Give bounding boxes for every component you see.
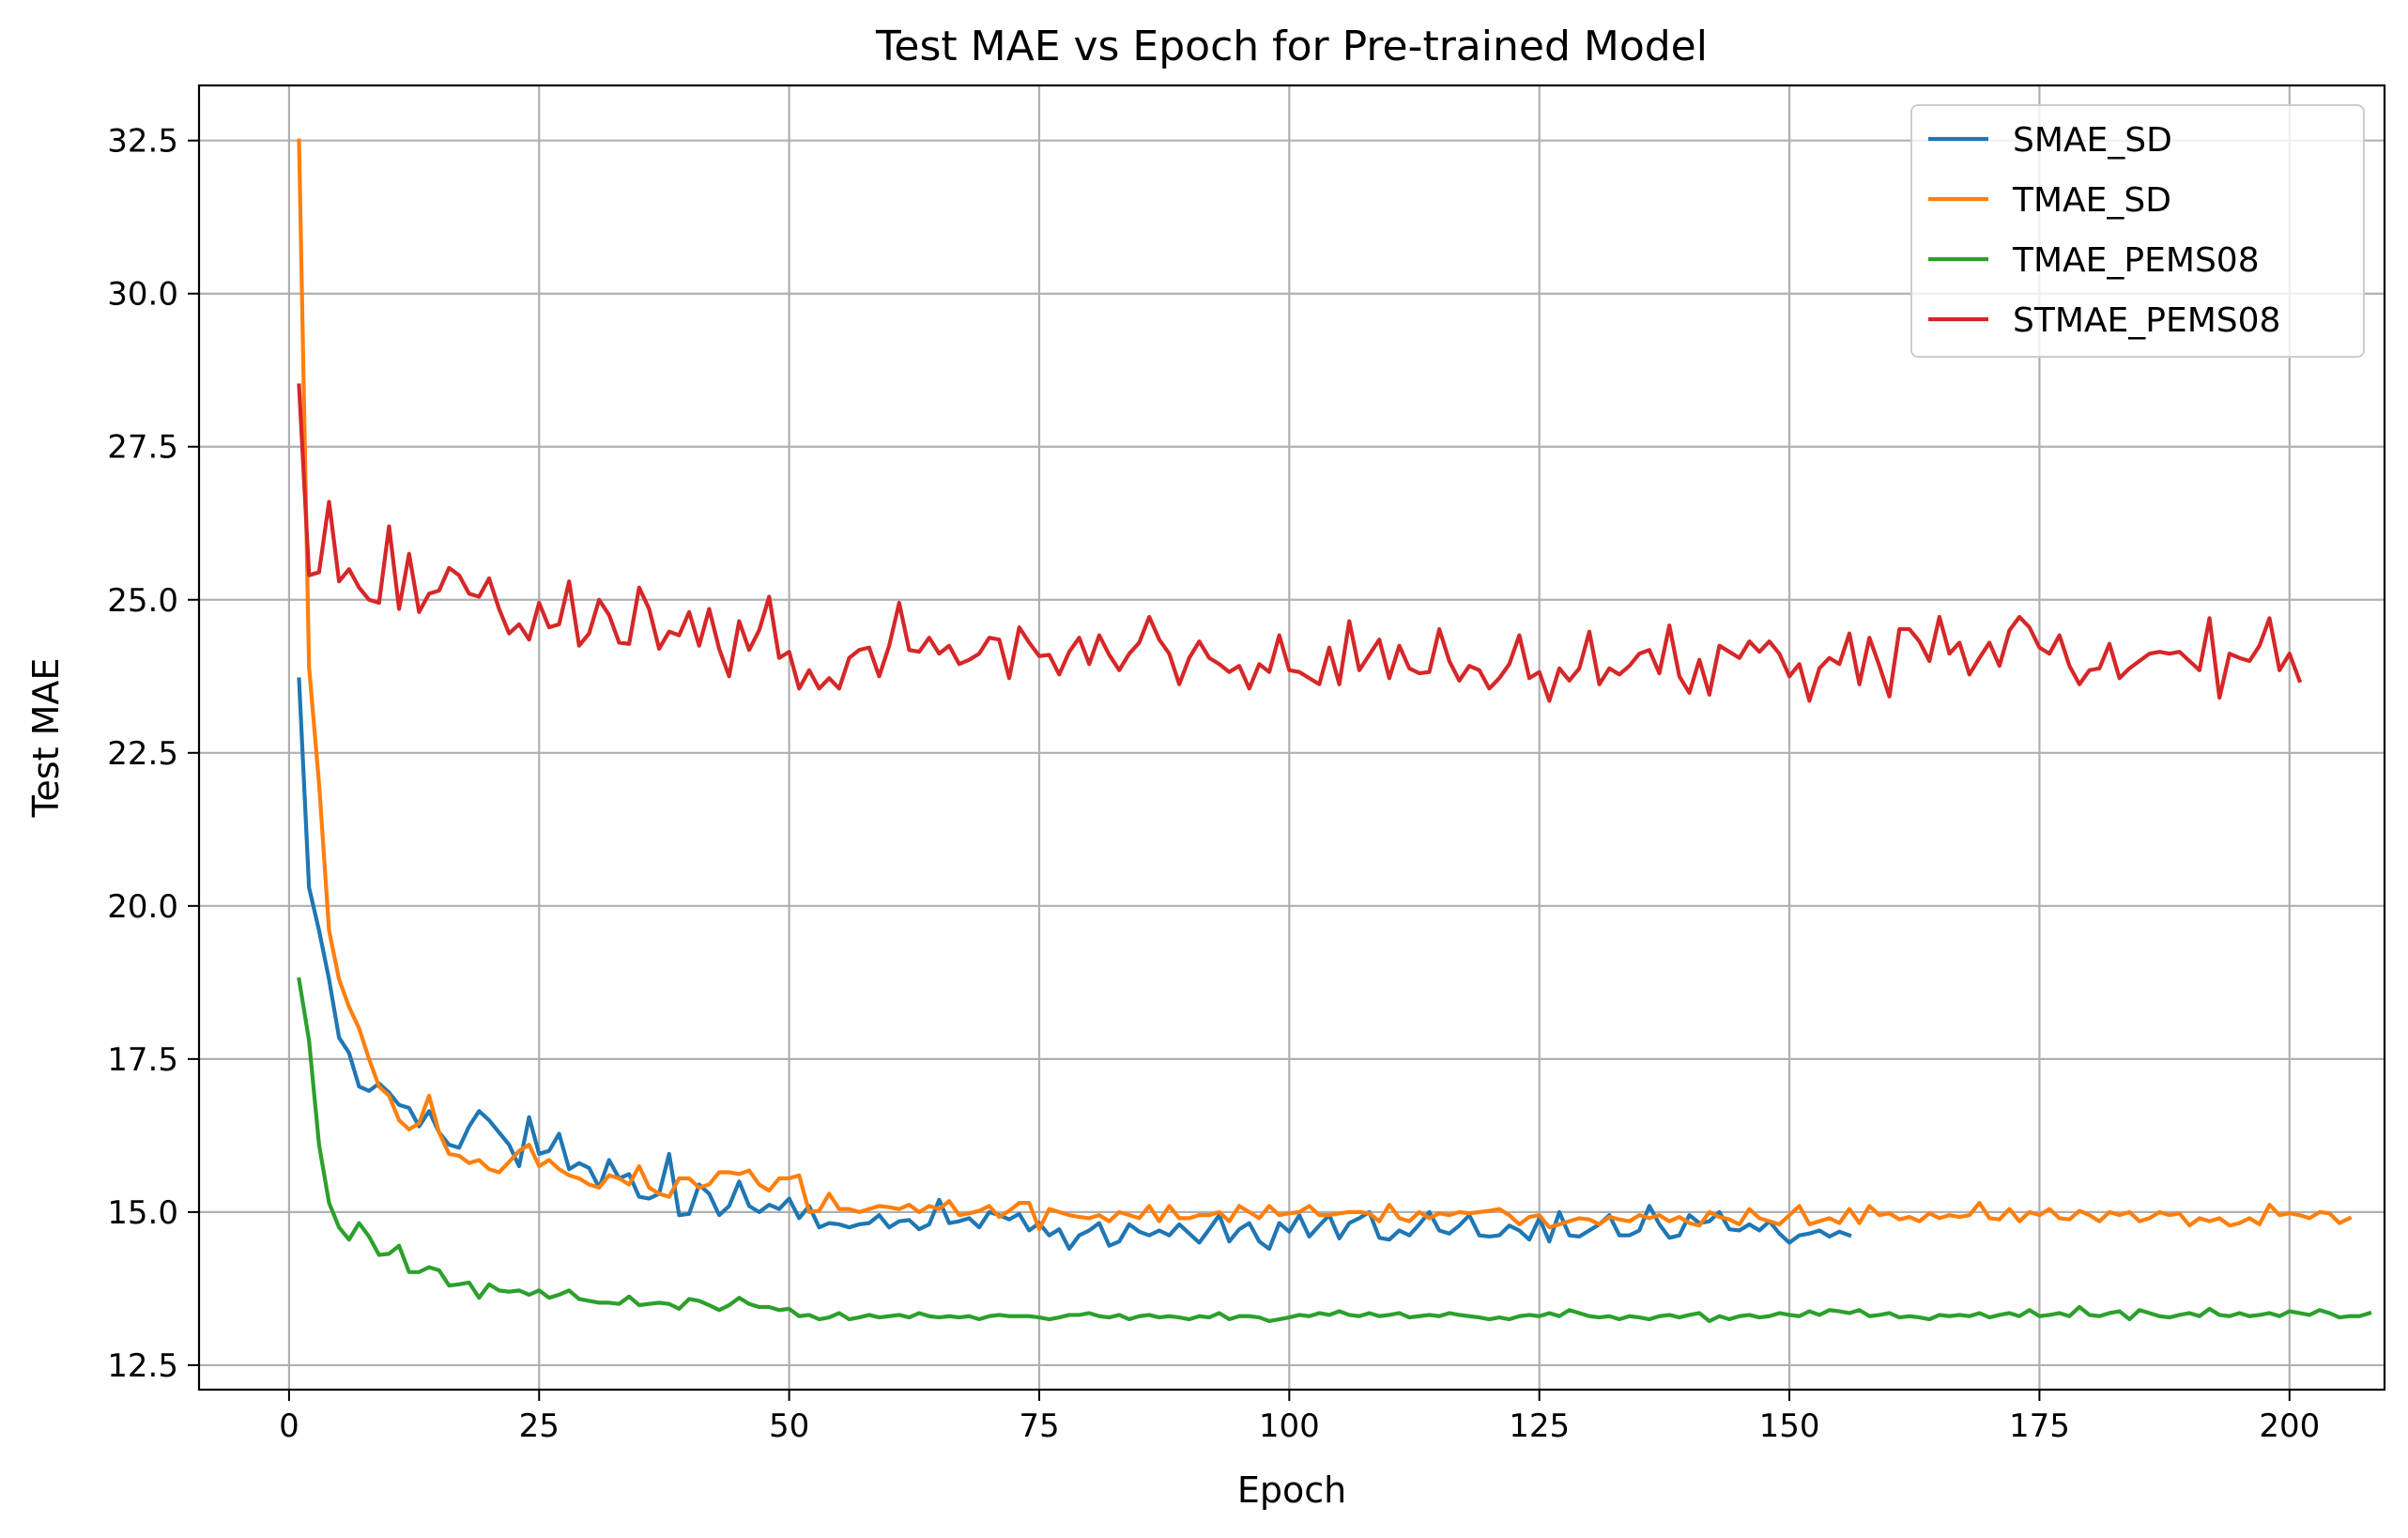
x-axis-label: Epoch bbox=[1237, 1469, 1346, 1511]
y-tick-label: 32.5 bbox=[107, 123, 178, 161]
series-line-smae-sd bbox=[297, 677, 1852, 1252]
legend-label: TMAE_SD bbox=[2012, 181, 2171, 220]
x-tick-label: 125 bbox=[1509, 1407, 1570, 1445]
legend-box bbox=[1910, 104, 2365, 358]
x-tick-label: 175 bbox=[2009, 1407, 2070, 1445]
y-tick-label: 22.5 bbox=[107, 735, 178, 773]
series-line-stmae-pems08 bbox=[297, 383, 2303, 703]
series-line-tmae-sd bbox=[297, 138, 2353, 1232]
x-tick-label: 75 bbox=[1019, 1407, 1059, 1445]
series-layer bbox=[297, 138, 2372, 1324]
legend-label: TMAE_PEMS08 bbox=[2012, 241, 2260, 280]
axis-ticks: 0 25 50 75 100 125 150 175 200 12.5 15.0 17.5 20.0 22… bbox=[107, 123, 2320, 1445]
y-tick-label: 12.5 bbox=[107, 1347, 178, 1385]
y-tick-label: 27.5 bbox=[107, 429, 178, 467]
y-axis-label: Test MAE bbox=[25, 658, 67, 819]
y-tick-label: 30.0 bbox=[107, 276, 178, 314]
series-line-tmae-pems08 bbox=[297, 977, 2372, 1324]
legend-label: SMAE_SD bbox=[2013, 121, 2172, 160]
x-tick-label: 200 bbox=[2259, 1407, 2320, 1445]
legend-label: STMAE_PEMS08 bbox=[2013, 301, 2280, 340]
y-tick-label: 15.0 bbox=[107, 1194, 178, 1232]
legend: SMAE_SD TMAE_SD TMAE_PEMS08 STMAE_PEMS08 bbox=[1910, 104, 2365, 358]
x-tick-label: 150 bbox=[1759, 1407, 1820, 1445]
axes-frame bbox=[197, 84, 2386, 1392]
y-tick-label: 25.0 bbox=[107, 582, 178, 620]
x-tick-label: 0 bbox=[279, 1407, 299, 1445]
x-tick-label: 50 bbox=[769, 1407, 809, 1445]
y-tick-label: 17.5 bbox=[107, 1041, 178, 1079]
x-tick-label: 100 bbox=[1259, 1407, 1320, 1445]
x-tick-label: 25 bbox=[519, 1407, 560, 1445]
y-tick-label: 20.0 bbox=[107, 888, 178, 926]
chart-title: Test MAE vs Epoch for Pre-trained Model bbox=[875, 23, 1708, 70]
